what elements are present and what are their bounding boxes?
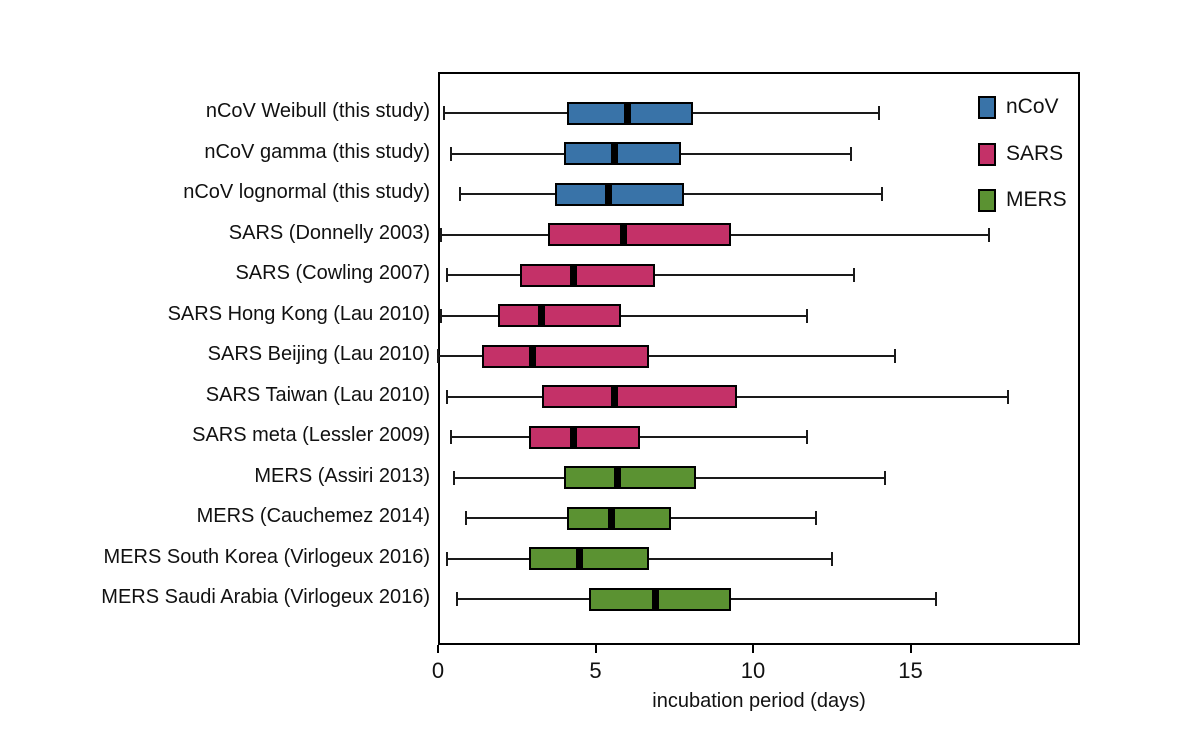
- x-tick-label: 5: [589, 658, 602, 683]
- box-iqr: [482, 344, 650, 368]
- median-line: [623, 101, 631, 125]
- whisker-cap-high: [878, 106, 880, 120]
- whisker-cap-low: [449, 430, 452, 444]
- box-iqr: [529, 425, 640, 449]
- legend-swatch-sars: [978, 142, 996, 166]
- box-iqr: [548, 223, 731, 246]
- x-tick: [437, 645, 439, 653]
- whisker-cap-low: [440, 308, 443, 323]
- whisker-cap-high: [849, 146, 852, 161]
- legend-label: SARS: [1006, 141, 1064, 165]
- whisker-cap-low: [449, 146, 452, 161]
- whisker-cap-low: [446, 551, 449, 566]
- legend-swatch-mers: [978, 189, 996, 212]
- legend-label: MERS: [1006, 188, 1067, 211]
- median-line: [610, 142, 618, 165]
- x-tick-label: 10: [740, 658, 766, 683]
- row-label: SARS Taiwan (Lau 2010): [205, 383, 430, 406]
- legend-label: nCoV: [1006, 95, 1059, 118]
- whisker-cap-high: [805, 308, 808, 323]
- median-line: [538, 304, 546, 327]
- x-tick: [594, 645, 597, 653]
- box-iqr: [541, 385, 738, 408]
- whisker-cap-low: [440, 227, 443, 242]
- whisker-cap-high: [815, 511, 817, 525]
- box-iqr: [529, 547, 650, 570]
- whisker-cap-high: [830, 551, 833, 566]
- box-iqr: [519, 263, 656, 287]
- median-line: [529, 344, 536, 368]
- x-tick: [752, 645, 754, 653]
- row-label: nCoV Weibull (this study): [205, 100, 430, 122]
- box-iqr: [589, 587, 731, 611]
- legend-swatch-ncov: [978, 96, 996, 119]
- row-label: MERS (Cauchemez 2014): [196, 505, 430, 527]
- median-line: [569, 263, 577, 287]
- row-label: nCoV lognormal (this study): [183, 181, 430, 203]
- median-line: [610, 385, 618, 408]
- whisker-cap-low: [437, 349, 439, 363]
- row-label: MERS (Assiri 2013): [254, 464, 430, 487]
- whisker-cap-high: [1007, 389, 1010, 404]
- x-tick-label: 15: [898, 658, 923, 683]
- row-label: SARS (Cowling 2007): [235, 262, 430, 284]
- median-line: [620, 223, 628, 246]
- box-iqr: [554, 182, 684, 206]
- box-iqr: [564, 142, 681, 165]
- row-label: SARS meta (Lessler 2009): [192, 424, 430, 446]
- row-label: SARS (Donnelly 2003): [228, 221, 430, 244]
- row-label: SARS Beijing (Lau 2010): [207, 343, 430, 365]
- whisker-cap-high: [852, 268, 855, 282]
- median-line: [607, 506, 615, 530]
- whisker-cap-low: [452, 470, 455, 485]
- whisker-cap-high: [893, 349, 896, 363]
- whisker-cap-high: [988, 227, 991, 242]
- row-label: MERS Saudi Arabia (Virlogeux 2016): [101, 586, 430, 608]
- row-label: SARS Hong Kong (Lau 2010): [167, 302, 430, 325]
- whisker-cap-low: [455, 592, 458, 606]
- box-iqr: [564, 466, 697, 489]
- median-line: [604, 182, 612, 206]
- x-tick-label: 0: [431, 658, 445, 683]
- row-label: MERS South Korea (Virlogeux 2016): [103, 545, 430, 568]
- median-line: [614, 466, 622, 489]
- whisker-cap-low: [446, 389, 449, 404]
- whisker-cap-high: [881, 187, 884, 201]
- whisker-cap-low: [446, 268, 449, 282]
- whisker-cap-high: [934, 592, 937, 606]
- whisker-line: [438, 355, 895, 357]
- row-label: nCoV gamma (this study): [204, 140, 430, 163]
- whisker-cap-low: [465, 511, 468, 525]
- median-line: [576, 547, 584, 570]
- x-tick: [909, 645, 912, 653]
- box-iqr: [497, 304, 621, 327]
- whisker-cap-high: [884, 470, 887, 485]
- median-line: [569, 425, 577, 449]
- whisker-cap-low: [443, 106, 446, 120]
- whisker-line: [441, 314, 807, 317]
- whisker-cap-high: [805, 430, 808, 444]
- box-iqr: [567, 506, 672, 530]
- x-axis-title: incubation period (days): [652, 690, 866, 712]
- whisker-cap-low: [459, 187, 462, 201]
- median-line: [651, 587, 659, 611]
